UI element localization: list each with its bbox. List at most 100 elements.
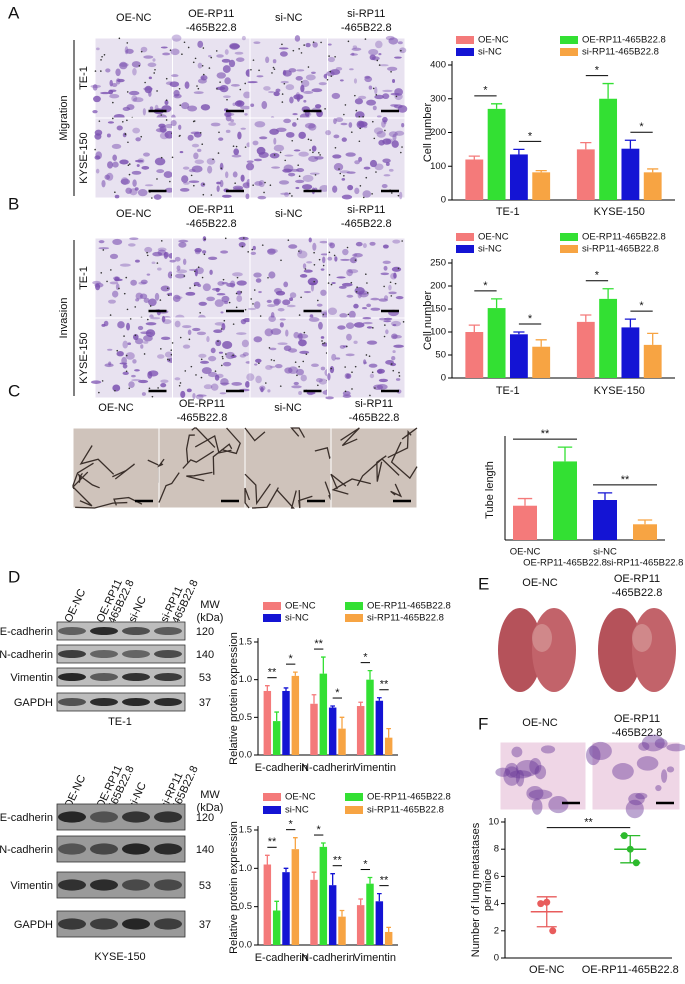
pore — [188, 338, 191, 341]
pore — [232, 145, 235, 147]
pore — [283, 82, 286, 85]
bar — [621, 148, 640, 200]
cell — [354, 98, 363, 105]
image-bg — [172, 237, 251, 319]
protein-label: N-cadherin — [0, 844, 53, 856]
error-bar — [580, 314, 592, 322]
pore — [303, 44, 305, 46]
tube — [212, 443, 233, 475]
mw-value: 120 — [196, 626, 214, 638]
pore — [126, 119, 128, 122]
pore — [252, 184, 254, 187]
bar — [310, 879, 318, 945]
cell — [300, 84, 305, 93]
band — [122, 698, 150, 706]
pore — [154, 68, 156, 71]
cell — [162, 52, 171, 56]
pore — [350, 131, 353, 133]
pore — [122, 120, 124, 123]
cell — [220, 378, 229, 386]
column-label: OE-RP11 — [179, 398, 225, 410]
bar — [633, 524, 657, 540]
cell — [382, 116, 388, 123]
pore — [234, 182, 236, 184]
cell — [369, 373, 375, 379]
bar — [328, 707, 337, 755]
cell — [278, 180, 290, 185]
cell — [182, 258, 187, 265]
bar — [532, 346, 551, 378]
cell — [247, 81, 258, 84]
cell — [345, 353, 355, 357]
cell — [348, 310, 356, 319]
cell — [232, 185, 244, 190]
cell — [240, 127, 247, 130]
pore — [328, 55, 330, 57]
tissue — [655, 784, 662, 792]
cell — [236, 295, 243, 302]
cell — [397, 41, 403, 45]
cell — [293, 149, 301, 152]
pore — [273, 359, 275, 362]
error-bar — [293, 671, 298, 676]
cell — [90, 380, 102, 384]
y-axis-label: Relative protein expression — [228, 821, 240, 954]
cell — [331, 281, 336, 285]
tube — [244, 473, 271, 506]
band — [58, 879, 86, 891]
bar — [384, 737, 393, 755]
lane-label: OE-NC — [62, 587, 88, 624]
pore — [100, 70, 102, 72]
cell — [303, 290, 312, 294]
tube — [251, 487, 279, 509]
pore — [314, 174, 317, 176]
legend-label: si-NC — [285, 805, 309, 816]
pore — [281, 43, 283, 46]
pore — [190, 174, 193, 177]
cell — [288, 244, 298, 249]
tissue — [586, 745, 601, 766]
tube — [390, 441, 418, 480]
pore — [268, 347, 271, 349]
cell — [264, 328, 274, 337]
cell — [216, 72, 227, 79]
pore — [250, 298, 252, 300]
cell — [295, 92, 301, 100]
cell — [280, 192, 290, 195]
cell — [383, 174, 391, 177]
significance: ** — [541, 428, 550, 440]
error-bar — [557, 446, 573, 462]
cell — [378, 64, 389, 67]
cell — [119, 61, 128, 70]
cell — [291, 122, 297, 127]
cell — [144, 85, 153, 94]
cell — [382, 93, 390, 100]
legend-swatch — [560, 48, 578, 56]
legend-swatch — [456, 36, 474, 44]
pore — [114, 389, 116, 392]
y-tick-label: 10 — [488, 817, 499, 828]
pore — [347, 313, 350, 316]
cell — [130, 279, 137, 286]
pore — [210, 56, 213, 59]
pore — [303, 331, 306, 334]
pore — [273, 68, 276, 70]
error-bar — [339, 716, 345, 729]
pore — [269, 184, 272, 186]
cell — [171, 34, 182, 42]
lung-highlight — [632, 624, 652, 652]
cell — [283, 281, 289, 288]
protein-label: GAPDH — [14, 919, 53, 931]
cell — [221, 281, 228, 285]
cell — [389, 362, 397, 367]
cell — [107, 348, 113, 351]
cell — [274, 364, 283, 369]
pore — [328, 274, 331, 276]
cell — [241, 339, 249, 348]
legend-label: si-RP11-465B22.8 — [367, 613, 444, 624]
pore — [365, 354, 368, 356]
cell — [295, 179, 305, 184]
micrograph — [171, 317, 252, 400]
cell — [318, 82, 327, 86]
cell — [222, 341, 233, 349]
